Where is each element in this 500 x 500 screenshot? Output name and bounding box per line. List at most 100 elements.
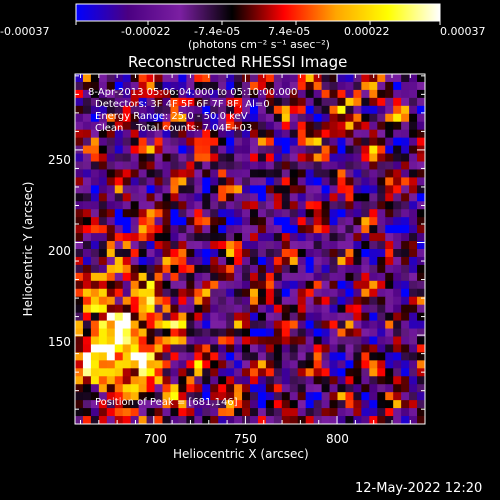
heatmap-cell — [273, 384, 283, 393]
heatmap-cell — [257, 113, 267, 123]
heatmap-cell — [226, 105, 235, 115]
heatmap-cell — [82, 81, 92, 91]
heatmap-cell — [329, 256, 338, 266]
heatmap-cell — [122, 89, 132, 99]
heatmap-cell — [210, 129, 219, 139]
heatmap-cell — [377, 81, 386, 91]
heatmap-cell — [106, 288, 116, 298]
heatmap-cell — [265, 233, 275, 242]
heatmap-cell — [353, 209, 362, 218]
heatmap-cell — [369, 74, 378, 83]
heatmap-cell — [321, 137, 331, 147]
heatmap-cell — [273, 89, 283, 99]
heatmap-cell — [226, 384, 235, 393]
heatmap-cell — [186, 336, 195, 345]
heatmap-cell — [321, 153, 331, 162]
heatmap-cell — [75, 296, 84, 306]
heatmap-cell — [146, 360, 156, 369]
heatmap-cell — [401, 392, 410, 401]
heatmap-cell — [90, 105, 100, 115]
heatmap-cell — [138, 121, 148, 131]
heatmap-cell — [178, 336, 187, 345]
heatmap-cell — [210, 177, 219, 186]
heatmap-cell — [377, 137, 386, 147]
heatmap-cell — [393, 400, 402, 409]
heatmap-cell — [377, 384, 386, 393]
heatmap-cell — [417, 392, 426, 401]
heatmap-cell — [401, 105, 410, 115]
heatmap-cell — [361, 97, 370, 107]
heatmap-cell — [114, 217, 124, 226]
heatmap-cell — [353, 185, 362, 194]
heatmap-cell — [257, 416, 267, 425]
heatmap-cell — [146, 336, 156, 345]
heatmap-cell — [353, 336, 362, 345]
heatmap-cell — [154, 304, 163, 314]
heatmap-cell — [353, 400, 362, 409]
heatmap-cell — [186, 201, 195, 210]
heatmap-cell — [393, 376, 402, 385]
heatmap-cell — [170, 145, 179, 155]
heatmap-cell — [82, 272, 92, 282]
heatmap-cell — [385, 328, 394, 337]
heatmap-cell — [337, 225, 346, 234]
heatmap-cell — [130, 177, 140, 186]
heatmap-cell — [170, 185, 179, 194]
heatmap-cell — [305, 97, 315, 107]
heatmap-cell — [393, 81, 402, 91]
heatmap-cell — [281, 408, 291, 417]
heatmap-cell — [345, 233, 354, 242]
heatmap-cell — [377, 416, 386, 425]
heatmap-cell — [345, 336, 354, 345]
heatmap-cell — [361, 264, 370, 274]
heatmap-cell — [146, 296, 156, 306]
heatmap-cell — [226, 89, 235, 99]
heatmap-cell — [138, 145, 148, 155]
heatmap-cell — [218, 74, 227, 83]
heatmap-cell — [218, 272, 227, 282]
heatmap-cell — [154, 352, 163, 361]
heatmap-cell — [162, 376, 171, 385]
heatmap-cell — [345, 74, 354, 83]
heatmap-cell — [194, 201, 203, 210]
heatmap-cell — [409, 137, 418, 147]
heatmap-cell — [385, 225, 394, 234]
heatmap-cell — [146, 304, 156, 314]
heatmap-cell — [401, 376, 410, 385]
heatmap-cell — [329, 272, 338, 282]
heatmap-cell — [281, 352, 291, 361]
heatmap-cell — [186, 81, 195, 91]
heatmap-cell — [401, 272, 410, 282]
heatmap-cell — [106, 241, 116, 250]
heatmap-cell — [146, 225, 156, 234]
heatmap-cell — [82, 280, 92, 290]
heatmap-cell — [75, 320, 84, 330]
heatmap-cell — [409, 81, 418, 91]
heatmap-cell — [393, 193, 402, 202]
heatmap-cell — [257, 304, 267, 314]
heatmap-cell — [273, 352, 283, 361]
heatmap-cell — [98, 193, 108, 202]
heatmap-cell — [218, 352, 227, 361]
heatmap-cell — [138, 249, 148, 258]
heatmap-cell — [210, 74, 219, 83]
heatmap-cell — [250, 201, 259, 210]
heatmap-cell — [417, 121, 426, 131]
heatmap-cell — [289, 185, 299, 194]
heatmap-cell — [281, 392, 291, 401]
heatmap-cell — [297, 209, 307, 218]
heatmap-cell — [369, 113, 378, 123]
heatmap-cell — [337, 209, 346, 218]
heatmap-cell — [138, 185, 148, 194]
heatmap-cell — [98, 344, 108, 353]
heatmap-cell — [265, 209, 275, 218]
heatmap-cell — [98, 209, 108, 218]
heatmap-cell — [130, 233, 140, 242]
heatmap-cell — [218, 145, 227, 155]
heatmap-cell — [202, 137, 211, 147]
heatmap-cell — [210, 161, 219, 170]
heatmap-cell — [377, 304, 386, 314]
heatmap-cell — [337, 137, 346, 147]
heatmap-cell — [337, 81, 346, 91]
heatmap-cell — [178, 201, 187, 210]
